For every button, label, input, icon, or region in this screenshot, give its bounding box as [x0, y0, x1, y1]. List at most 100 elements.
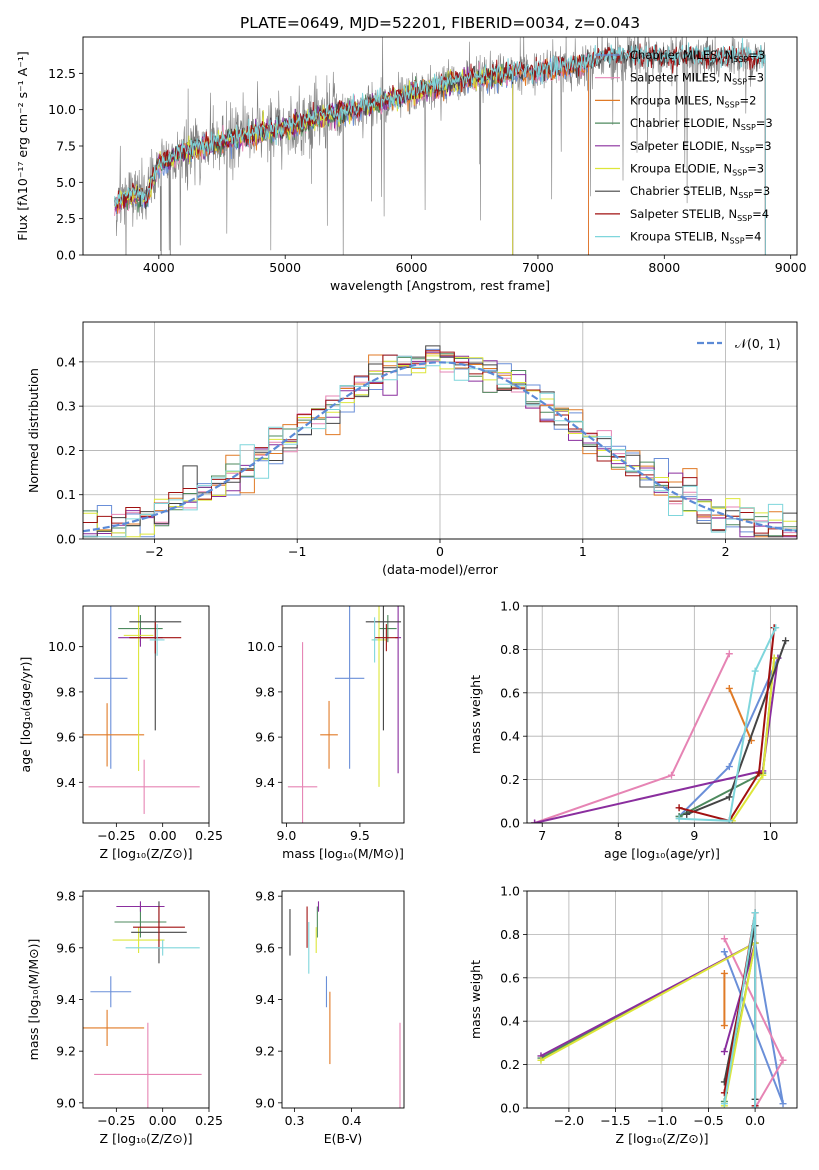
- weight-vs-age-marker-8-0: [675, 815, 683, 823]
- weight-vs-Z-frame: [526, 890, 798, 1109]
- spectrum-ytick-label-3: 7.5: [56, 139, 76, 154]
- mass-vs-EBV-ytick-label-4: 9.8: [255, 889, 275, 904]
- mass-vs-Z-ytick-label-3: 9.6: [56, 940, 76, 955]
- spectrum-legend-label-4: Salpeter ELODIE, NSSP=3: [630, 139, 772, 155]
- mass-vs-Z-xtick-label-1: 0.00: [149, 1113, 177, 1128]
- weight-vs-age-marker-8-1: [725, 817, 733, 823]
- spectrum-xtick-label-0: 4000: [143, 260, 175, 275]
- weight-vs-Z-ytick-label-5: 1.0: [500, 884, 520, 899]
- weight-vs-age-line-8: [679, 627, 777, 822]
- weight-vs-Z-marker-2-0: [720, 969, 728, 977]
- residuals-hist-8: [83, 355, 797, 538]
- mass-vs-EBV-frame: [281, 890, 405, 1109]
- mass-vs-Z-ytick-label-4: 9.8: [56, 889, 76, 904]
- residuals-xtick-label-2: 0: [436, 544, 444, 559]
- age-vs-mass-ytick-label-2: 9.8: [255, 684, 275, 699]
- weight-vs-Z-axes: −2.0 −1.5 −1.0 −0.5 0.0 0.0 0.2 0.4 0.6 0.8 1.0 Z […: [468, 884, 797, 1146]
- spectrum-data-line: [114, 37, 766, 255]
- weight-vs-age-marker-0-1: [725, 763, 733, 771]
- age-vs-Z-xtick-label-0: −0.25: [97, 828, 135, 843]
- weight-vs-age-marker-8-2: [751, 667, 759, 675]
- weight-vs-age-line-1: [534, 653, 731, 823]
- weight-vs-Z-marker-0-1: [779, 1100, 787, 1108]
- mass-vs-Z-ytick-label-2: 9.4: [56, 992, 76, 1007]
- residuals-frame: [82, 321, 798, 540]
- weight-vs-Z-marker-1-1: [779, 1056, 787, 1064]
- age-vs-Z-axes: −0.25 0.00 0.25 9.4 9.6 9.8 10.0 Z [log₁₀(Z/Z⊙)…: [18, 639, 223, 861]
- age-vs-mass-axes: 9.0 9.5 9.4 9.6 9.8 10.0 mass [log₁₀(M/M⊙)]: [247, 639, 404, 861]
- residuals-xtick-label-0: −2: [145, 544, 163, 559]
- mass-vs-EBV-xtick-label-1: 0.4: [342, 1113, 362, 1128]
- weight-vs-age-ytick-label-5: 1.0: [500, 599, 520, 614]
- weight-vs-age-ylabel: mass weight: [468, 675, 483, 754]
- weight-vs-Z-xtick-label-1: −1.5: [600, 1113, 630, 1128]
- residuals-normal-curve: [83, 361, 797, 533]
- residuals-legend: 𝒩(0, 1): [697, 336, 781, 351]
- mass-vs-Z-ylabel: mass [log₁₀(M/M⊙)]: [26, 939, 41, 1061]
- spectrum-ytick-label-4: 10.0: [48, 102, 76, 117]
- weight-vs-Z-plot: [537, 909, 787, 1108]
- age-vs-mass-xtick-label-1: 9.5: [350, 828, 370, 843]
- weight-vs-age-ytick-label-2: 0.4: [500, 729, 520, 744]
- weight-vs-Z-marker-2-1: [720, 1022, 728, 1030]
- weight-vs-age-marker-6-2: [782, 637, 790, 645]
- spectrum-ytick-label-1: 2.5: [56, 211, 76, 226]
- weight-vs-age-xlabel: age [log₁₀(age/yr)]: [604, 846, 720, 861]
- age-vs-Z-ytick-label-3: 10.0: [48, 639, 76, 654]
- weight-vs-age-ytick-label-4: 0.8: [500, 642, 520, 657]
- weight-vs-age-marker-7-0: [675, 804, 683, 812]
- age-vs-Z-ytick-label-1: 9.6: [56, 730, 76, 745]
- weight-vs-age-ytick-label-0: 0.0: [500, 816, 520, 831]
- weight-vs-Z-xtick-label-0: −2.0: [554, 1113, 584, 1128]
- weight-vs-age-line-2: [728, 688, 753, 741]
- spectrum-legend-label-7: Salpeter STELIB, NSSP=4: [630, 207, 769, 223]
- spectrum-frame: [82, 36, 798, 256]
- weight-vs-age-marker-4-0: [531, 819, 539, 823]
- mass-vs-EBV-ytick-label-1: 9.2: [255, 1044, 275, 1059]
- age-vs-mass-ytick-label-0: 9.4: [255, 775, 275, 790]
- mass-vs-Z-axes: −0.25 0.00 0.25 9.0 9.2 9.4 9.6 9.8 Z [log₁₀(Z/Z…: [26, 889, 223, 1146]
- mass-vs-Z-plot: [83, 901, 202, 1108]
- weight-vs-age-marker-8-3: [772, 624, 780, 632]
- mass-vs-EBV-ytick-label-2: 9.4: [255, 992, 275, 1007]
- weight-vs-Z-marker-4-2: [720, 1048, 728, 1056]
- age-vs-Z-plot: [83, 606, 200, 814]
- spectrum-xtick-label-1: 5000: [269, 260, 301, 275]
- age-vs-Z-xlabel: Z [log₁₀(Z/Z⊙)]: [100, 846, 193, 861]
- age-vs-Z-ylabel: age [log₁₀(age/yr)]: [18, 657, 33, 773]
- weight-vs-age-marker-1-2: [725, 650, 733, 658]
- weight-vs-age-marker-6-0: [683, 810, 691, 818]
- weight-vs-age-xtick-label-0: 7: [538, 828, 546, 843]
- spectrum-axes: 4000 5000 6000 7000 8000 9000 0.0 2.5 5.0 7.5 10.0…: [15, 51, 807, 293]
- weight-vs-age-marker-2-0: [725, 684, 733, 692]
- spectrum-plot: [114, 37, 766, 255]
- age-vs-mass-xtick-label-0: 9.0: [276, 828, 296, 843]
- mass-vs-EBV-plot: [289, 901, 401, 1108]
- age-vs-mass-xlabel: mass [log₁₀(M/M⊙)]: [282, 846, 404, 861]
- weight-vs-Z-marker-5-0: [537, 1056, 545, 1064]
- age-vs-Z-ytick-label-2: 9.8: [56, 684, 76, 699]
- age-vs-mass-frame: [281, 605, 405, 824]
- weight-vs-Z-xtick-label-3: −0.5: [693, 1113, 723, 1128]
- spectrum-ytick-label-0: 0.0: [56, 248, 76, 263]
- weight-vs-age-line-3: [678, 658, 776, 818]
- weight-vs-Z-line-8: [723, 912, 757, 1108]
- age-vs-Z-xtick-label-1: 0.00: [149, 828, 177, 843]
- spectrum-ytick-label-2: 5.0: [56, 175, 76, 190]
- mass-vs-Z-ytick-label-1: 9.2: [56, 1044, 76, 1059]
- spectrum-ylabel: Flux [fλ10⁻¹⁷ erg cm⁻² s⁻¹ A⁻¹]: [15, 51, 30, 240]
- age-vs-mass-ytick-label-1: 9.6: [255, 730, 275, 745]
- residuals-ytick-label-4: 0.4: [56, 354, 76, 369]
- spectrum-legend-label-1: Salpeter MILES, NSSP=3: [630, 71, 764, 87]
- weight-vs-Z-xlabel: Z [log₁₀(Z/Z⊙)]: [616, 1131, 709, 1146]
- residuals-ytick-label-0: 0.0: [56, 532, 76, 547]
- weight-vs-Z-ylabel: mass weight: [468, 960, 483, 1039]
- residuals-ytick-label-2: 0.2: [56, 443, 76, 458]
- weight-vs-age-xtick-label-1: 8: [614, 828, 622, 843]
- weight-vs-Z-marker-8-2: [751, 1104, 759, 1108]
- age-vs-Z-ytick-label-0: 9.4: [56, 775, 76, 790]
- weight-vs-Z-marker-8-0: [720, 1100, 728, 1108]
- spectrum-legend-label-6: Chabrier STELIB, NSSP=3: [630, 184, 770, 200]
- mass-vs-Z-xtick-label-2: 0.25: [195, 1113, 223, 1128]
- weight-vs-Z-xtick-label-2: −1.0: [647, 1113, 677, 1128]
